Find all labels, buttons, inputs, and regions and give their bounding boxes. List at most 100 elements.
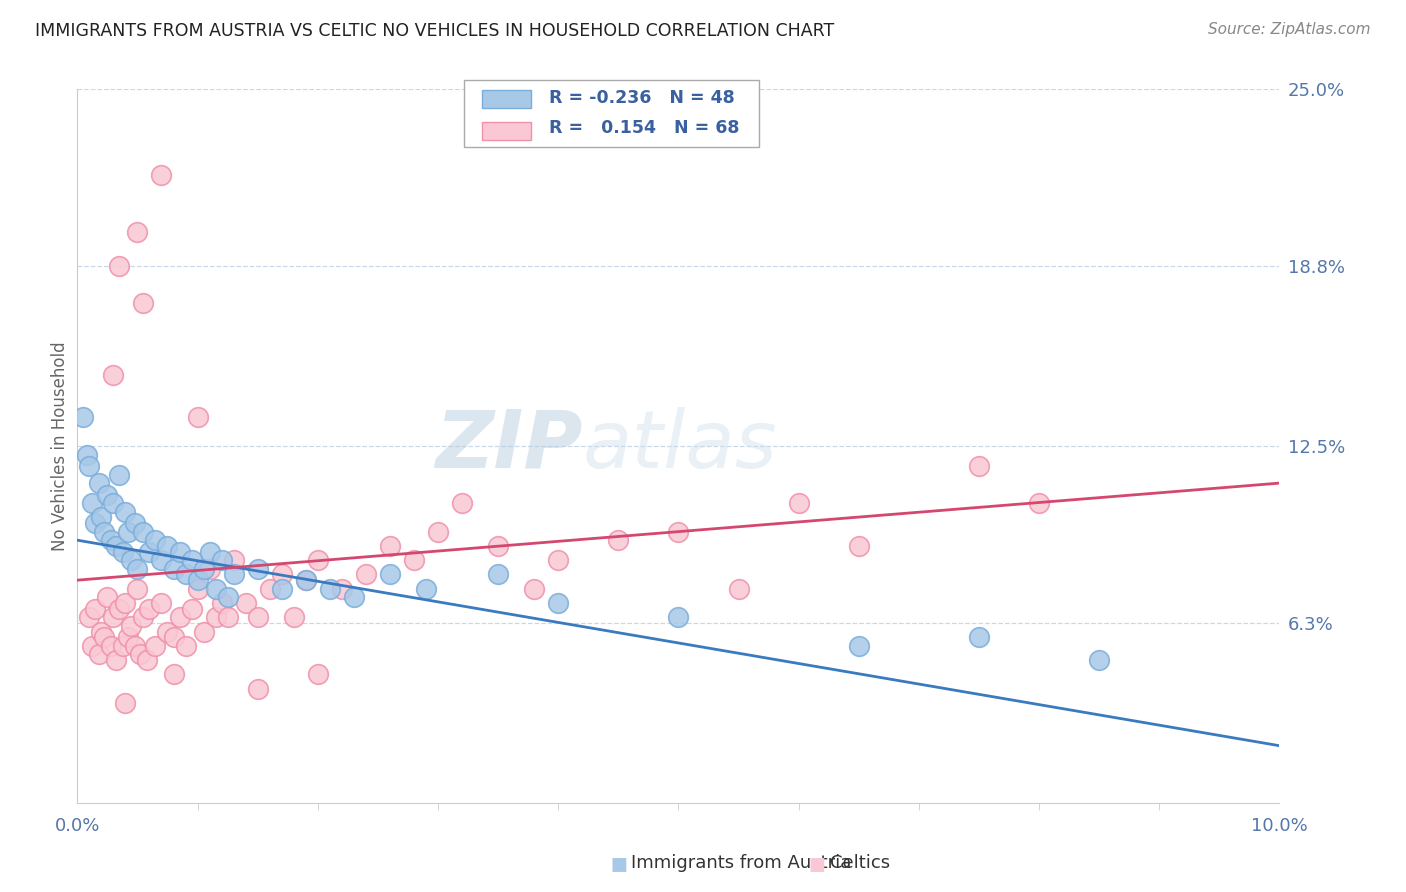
Point (132, 524, 155, 539)
Point (547, 596, 569, 610)
Point (727, 582, 749, 596)
Point (169, 610, 191, 624)
Point (174, 639, 197, 653)
Point (187, 410, 209, 425)
Text: R =   0.154   N = 68: R = 0.154 N = 68 (548, 120, 740, 137)
Point (108, 601, 131, 615)
Point (162, 562, 184, 576)
Point (246, 681, 269, 696)
Y-axis label: No Vehicles in Household: No Vehicles in Household (51, 341, 69, 551)
Point (193, 562, 215, 576)
Point (848, 539, 870, 553)
Point (1028, 496, 1050, 510)
Point (222, 553, 245, 567)
Point (211, 596, 233, 610)
Bar (482, 122, 531, 140)
Point (145, 639, 167, 653)
Point (427, 524, 450, 539)
Point (90, 510, 112, 524)
Point (162, 667, 184, 681)
Point (132, 296, 155, 310)
Bar (482, 90, 531, 109)
Point (547, 553, 569, 567)
Point (848, 639, 870, 653)
Point (211, 553, 233, 567)
Point (217, 591, 239, 605)
Point (204, 610, 226, 624)
Point (193, 624, 215, 639)
Point (120, 553, 142, 567)
Point (84, 516, 107, 530)
Point (114, 505, 136, 519)
Point (169, 544, 191, 558)
Point (117, 524, 139, 539)
Point (100, 533, 122, 548)
Point (222, 567, 245, 582)
Point (100, 639, 122, 653)
Point (150, 596, 173, 610)
Point (259, 582, 281, 596)
Point (111, 544, 134, 558)
Point (127, 582, 149, 596)
Point (80, 496, 103, 510)
Point (156, 624, 179, 639)
Point (180, 553, 202, 567)
Point (246, 610, 269, 624)
Point (307, 553, 329, 567)
Point (111, 639, 134, 653)
Point (283, 610, 305, 624)
Point (114, 596, 136, 610)
Point (93, 630, 115, 644)
Point (87, 476, 110, 491)
Text: Immigrants from Austria: Immigrants from Austria (631, 855, 852, 872)
Point (967, 630, 990, 644)
Point (180, 601, 202, 615)
Point (103, 496, 125, 510)
Point (132, 610, 155, 624)
Point (486, 539, 509, 553)
Point (103, 610, 125, 624)
Point (378, 567, 401, 582)
Point (967, 458, 990, 473)
Point (235, 596, 257, 610)
Point (80, 639, 103, 653)
Point (127, 225, 149, 239)
Point (87, 648, 110, 662)
Point (108, 259, 131, 273)
Point (198, 544, 221, 558)
Point (402, 553, 425, 567)
Point (270, 567, 292, 582)
Text: Celtics: Celtics (830, 855, 890, 872)
Point (76, 448, 98, 462)
Point (162, 630, 184, 644)
Point (96, 487, 118, 501)
Text: ▪: ▪ (808, 849, 827, 878)
Point (96, 591, 118, 605)
Text: IMMIGRANTS FROM AUSTRIA VS CELTIC NO VEHICLES IN HOUSEHOLD CORRELATION CHART: IMMIGRANTS FROM AUSTRIA VS CELTIC NO VEH… (35, 22, 834, 40)
Point (138, 544, 160, 558)
Point (84, 601, 107, 615)
Text: ZIP: ZIP (434, 407, 582, 485)
Text: atlas: atlas (582, 407, 778, 485)
Point (150, 553, 173, 567)
Point (378, 539, 401, 553)
Point (607, 533, 630, 548)
Point (124, 516, 146, 530)
Point (127, 562, 149, 576)
Point (117, 630, 139, 644)
Point (156, 539, 179, 553)
Point (294, 573, 316, 587)
Point (294, 573, 316, 587)
Point (128, 648, 150, 662)
Point (217, 610, 239, 624)
Point (79, 610, 101, 624)
Point (319, 582, 342, 596)
Point (174, 567, 197, 582)
Point (136, 653, 159, 667)
Point (187, 582, 209, 596)
Point (124, 639, 146, 653)
Point (198, 562, 221, 576)
Point (103, 368, 125, 382)
FancyBboxPatch shape (464, 80, 759, 147)
Point (1088, 653, 1111, 667)
